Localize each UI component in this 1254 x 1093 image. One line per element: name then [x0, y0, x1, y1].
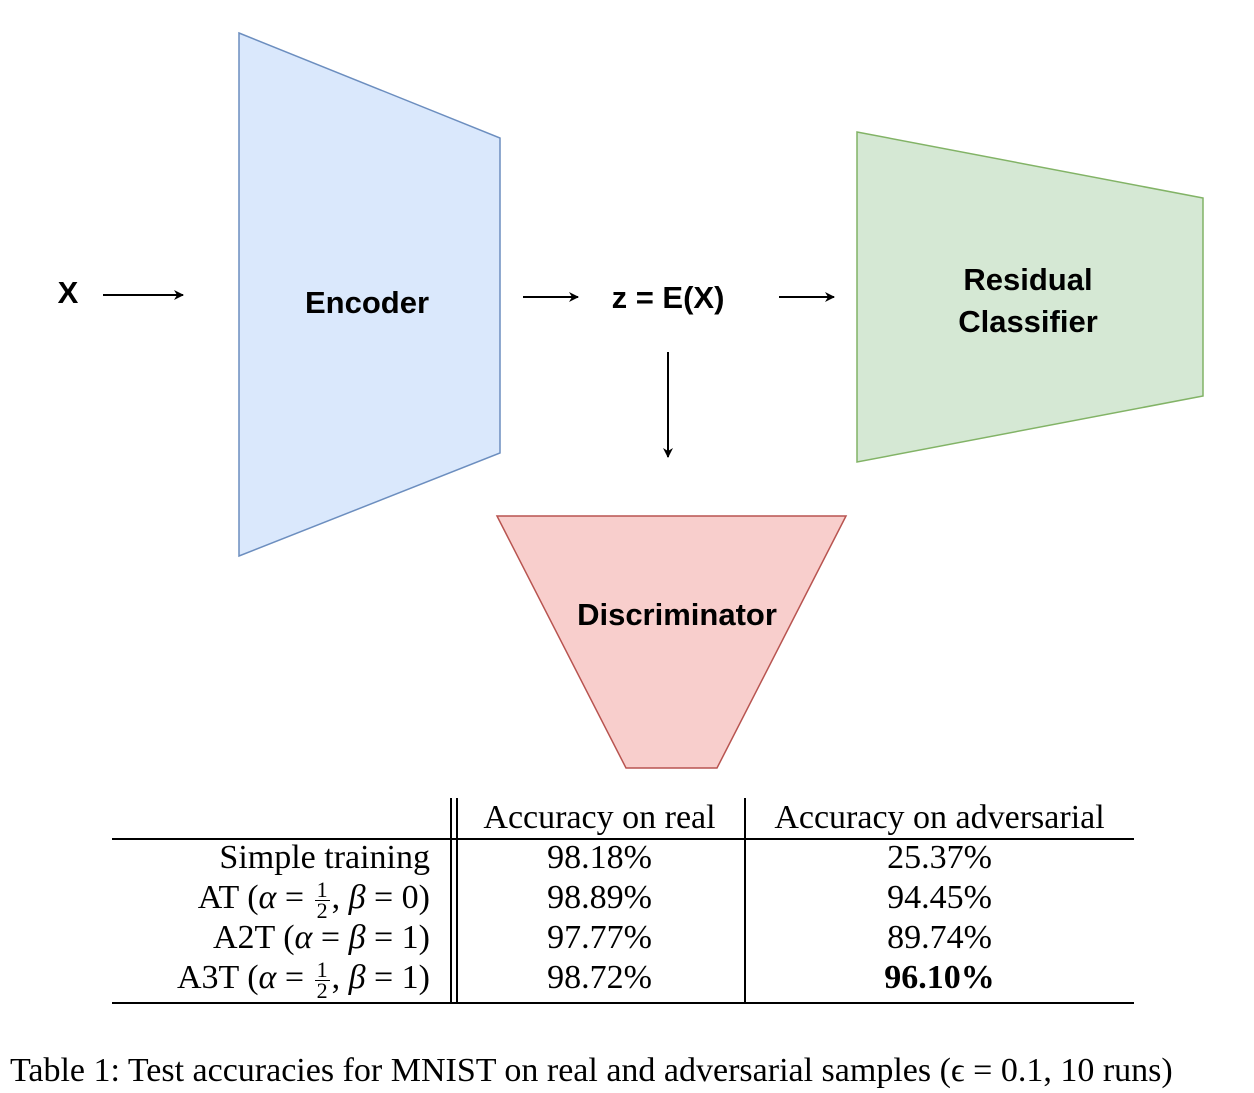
- cell-adversarial: 94.45%: [887, 879, 992, 916]
- table-bottom-rule: [112, 1002, 1134, 1004]
- method-name: A2T: [212, 919, 275, 956]
- row-label-a2t: A2T (α = β = 1): [213, 918, 430, 958]
- table-column-rule: [744, 798, 746, 1004]
- cell-adversarial: 25.37%: [887, 839, 992, 876]
- latent-label: z = E(X): [612, 280, 725, 315]
- method-name: Simple training: [219, 839, 430, 876]
- cell-adversarial: 89.74%: [887, 919, 992, 956]
- encoder-label: Encoder: [305, 285, 429, 320]
- cell-real: 98.72%: [547, 959, 652, 996]
- cell-real: 98.18%: [547, 839, 652, 876]
- table-header-rule: [112, 838, 1134, 840]
- cell-adversarial-best: 96.10%: [884, 959, 995, 996]
- method-name: A3T: [176, 959, 239, 996]
- method-params: (α = β = 1): [283, 919, 430, 956]
- classifier-label-line2: Classifier: [958, 304, 1098, 339]
- classifier-label-line1: Residual: [963, 262, 1092, 297]
- method-name: AT: [197, 879, 239, 916]
- header-accuracy-real: Accuracy on real: [483, 799, 716, 836]
- table-caption: Table 1: Test accuracies for MNIST on re…: [10, 1052, 1173, 1089]
- discriminator-label: Discriminator: [577, 597, 777, 632]
- architecture-diagram: X Encoder z = E(X) Residual Classifier D…: [58, 31, 1204, 769]
- encoder-block: [238, 31, 501, 558]
- cell-real: 97.77%: [547, 919, 652, 956]
- cell-real: 98.89%: [547, 879, 652, 916]
- table-double-rule-left: [450, 798, 452, 1004]
- row-label-simple-training: Simple training: [219, 838, 430, 878]
- results-table: Accuracy on real Accuracy on adversarial…: [112, 798, 1134, 1004]
- residual-classifier-block: [856, 131, 1204, 463]
- table-double-rule-right: [456, 798, 458, 1004]
- input-x-label: X: [58, 275, 79, 310]
- header-accuracy-adversarial: Accuracy on adversarial: [774, 799, 1105, 836]
- discriminator-block: [495, 515, 848, 769]
